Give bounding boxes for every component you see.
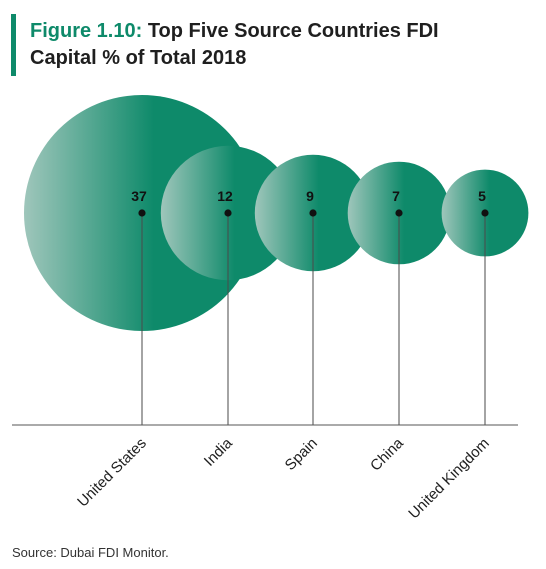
value-dot — [224, 209, 232, 217]
value-dot — [395, 209, 403, 217]
x-tick-label: Spain — [282, 435, 321, 474]
data-label: 37 — [131, 188, 147, 204]
x-tick-label: United Kingdom — [405, 435, 492, 522]
value-dot — [138, 209, 146, 217]
chart-title: Figure 1.10: Top Five Source Countries F… — [30, 18, 510, 72]
data-label: 7 — [392, 188, 400, 204]
source-note: Source: Dubai FDI Monitor. — [12, 545, 169, 560]
data-label: 9 — [306, 188, 314, 204]
value-dot — [481, 209, 489, 217]
figure-title: Top Five Source Countries FDI Capital % … — [30, 20, 439, 69]
figure-label: Figure 1.10: — [30, 20, 143, 42]
data-label: 5 — [478, 188, 486, 204]
value-dot — [309, 209, 317, 217]
x-tick-label: United States — [74, 435, 150, 511]
x-tick-label: India — [201, 434, 236, 469]
title-accent-bar — [11, 14, 16, 76]
bubble-chart: 37 12 9 7 5 United States India Spain ChinaUnit… — [12, 95, 529, 522]
data-label: 12 — [217, 188, 233, 204]
x-tick-label: China — [367, 434, 407, 474]
